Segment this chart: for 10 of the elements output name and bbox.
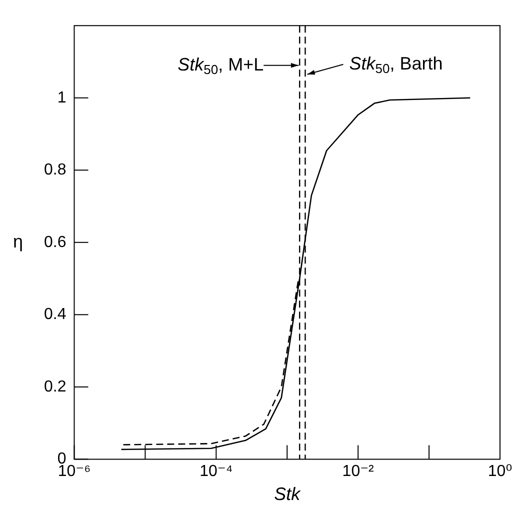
y-tick-label: 1 [57, 89, 66, 106]
x-tick-label: 10⁻² [342, 463, 375, 480]
y-tick-label: 0.2 [44, 378, 66, 396]
x-axis-title: Stk [274, 484, 302, 504]
y-tick-label: 0.8 [44, 162, 66, 179]
x-tick-label: 10⁻⁴ [200, 463, 233, 480]
y-tick-label: 0.4 [44, 306, 66, 324]
x-tick-label: 10⁰ [488, 463, 512, 480]
y-tick-label: 0.6 [44, 234, 66, 251]
y-axis-title: η [12, 231, 24, 252]
